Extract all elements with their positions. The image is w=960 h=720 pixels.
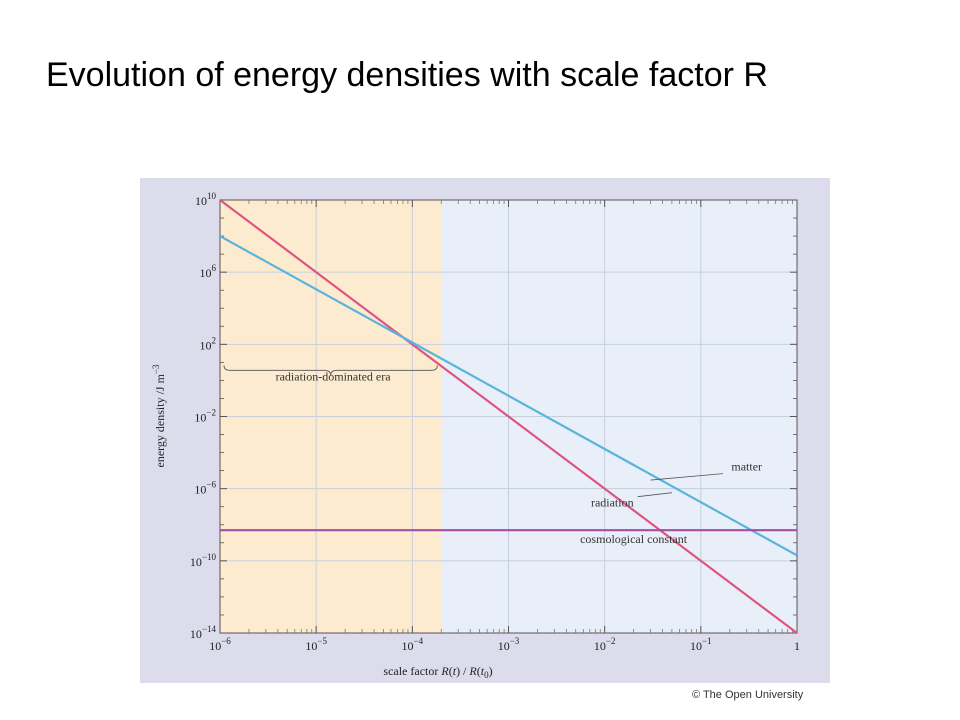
y-tick-labels: 1010 106 102 10−2 10−6 10−10 10−14 <box>190 191 217 641</box>
y-tick-label-2: 102 <box>200 335 217 352</box>
y-tick-label-3: 10−2 <box>194 408 216 425</box>
annotation-matter: matter <box>731 460 762 474</box>
x-tick-label-2: 10−4 <box>402 636 424 653</box>
slide-title: Evolution of energy densities with scale… <box>46 56 768 94</box>
y-axis-label: energy density /J m−3 <box>151 364 167 468</box>
series-line-radiation <box>220 200 797 633</box>
annotation-radiation: radiation <box>591 496 634 510</box>
x-tick-label-5: 10−1 <box>690 636 712 653</box>
x-tick-label-1: 10−5 <box>305 636 327 653</box>
y-tick-label-0: 1010 <box>195 191 217 208</box>
x-tick-label-0: 10−6 <box>209 636 231 653</box>
annotation-radiation-dominated-era: radiation-dominated era <box>276 369 392 383</box>
matter-leader-line <box>650 473 724 481</box>
radiation-leader-line <box>637 492 672 498</box>
x-tick-labels: 10−6 10−5 10−4 10−3 10−2 10−1 1 <box>209 636 800 653</box>
annotation-cosmological-constant: cosmological constant <box>580 532 688 546</box>
data-series <box>220 200 797 633</box>
y-tick-label-6: 10−14 <box>190 624 217 641</box>
x-axis-label: scale factor R(t) / R(t0) <box>383 664 492 680</box>
copyright-credit: © The Open University <box>692 689 804 701</box>
chart-svg: matter radiation cosmological constant radi… <box>140 178 830 683</box>
series-line-matter <box>220 235 797 557</box>
x-tick-label-6: 1 <box>794 639 800 653</box>
annotations: matter radiation cosmological constant radi… <box>276 369 762 545</box>
energy-density-chart: matter radiation cosmological constant radi… <box>140 178 830 683</box>
x-tick-label-3: 10−3 <box>498 636 520 653</box>
era-brace <box>223 365 438 376</box>
y-tick-label-5: 10−10 <box>190 552 217 569</box>
y-tick-label-1: 106 <box>200 263 217 280</box>
era-brace-path <box>223 365 438 376</box>
y-tick-label-4: 10−6 <box>194 480 216 497</box>
x-tick-label-4: 10−2 <box>594 636 616 653</box>
